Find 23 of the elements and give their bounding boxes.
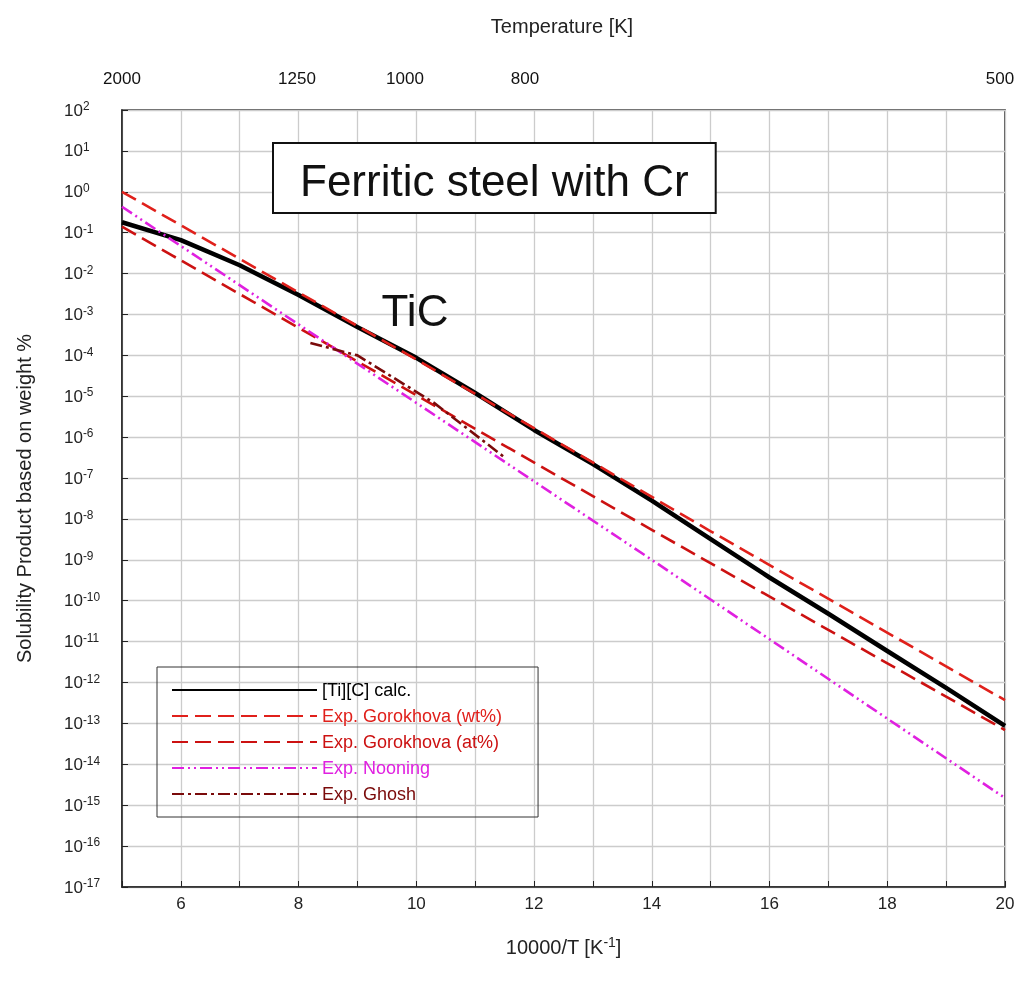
x-tick-label: 14 [642, 894, 662, 913]
text: 1000 [386, 68, 424, 88]
text: Exp. Gorokhova (at%) [322, 732, 500, 752]
x-tick-label: 12 [524, 894, 544, 913]
text: 1250 [278, 68, 316, 88]
x2-axis-title: Temperature [K] [490, 15, 634, 37]
text: Ferritic steel with Cr [300, 155, 689, 205]
annotation: TiC [381, 285, 449, 335]
text: 800 [510, 68, 540, 88]
x-tick-label: 10 [406, 894, 426, 913]
x-tick-label: 8 [293, 894, 304, 913]
text: 2000 [103, 68, 141, 88]
text: Exp. Ghosh [322, 784, 417, 804]
x-tick-label: 6 [176, 894, 186, 913]
x-tick-label: 18 [877, 894, 897, 913]
text: Exp. Nooning [322, 758, 431, 778]
text: Exp. Gorokhova (wt%) [322, 706, 503, 726]
text: 500 [985, 68, 1015, 88]
line-series [309, 341, 506, 459]
x-tick-label: 16 [760, 894, 779, 913]
text: [Ti][C] calc. [322, 680, 412, 700]
y-axis-title: Solubility Product based on weight % [13, 333, 35, 664]
x-tick-label: 20 [995, 894, 1015, 913]
